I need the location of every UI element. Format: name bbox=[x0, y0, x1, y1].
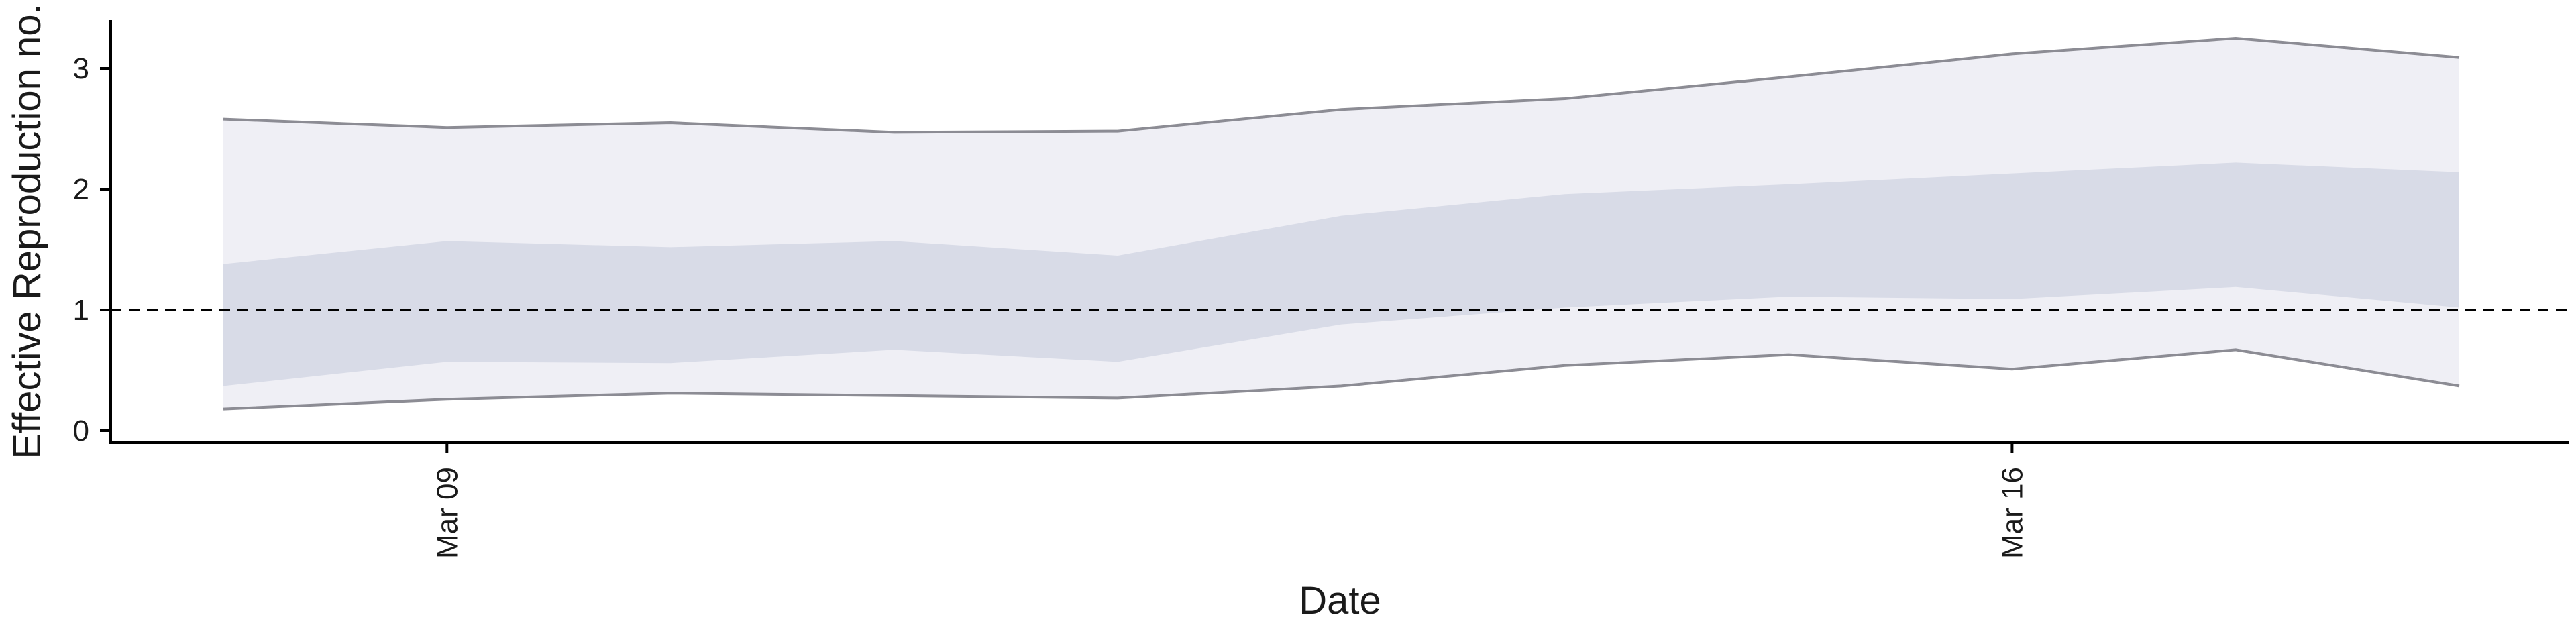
y-tick-label: 0 bbox=[73, 415, 89, 447]
y-ticks: 0 1 2 3 bbox=[73, 52, 111, 447]
y-axis-title: Effective Reproduction no. bbox=[5, 3, 49, 459]
bands-layer bbox=[223, 38, 2459, 409]
lower-bound-line bbox=[223, 348, 2460, 411]
x-ticks: Mar 09 Mar 16 bbox=[431, 443, 2029, 559]
bound-lines-layer bbox=[223, 36, 2460, 411]
y-tick-label: 2 bbox=[73, 173, 89, 206]
x-tick-label: Mar 16 bbox=[1996, 467, 2029, 559]
upper-bound-line bbox=[223, 36, 2460, 134]
inner-interval-band bbox=[223, 162, 2459, 386]
x-axis-title: Date bbox=[1299, 579, 1381, 623]
y-tick-label: 3 bbox=[73, 52, 89, 85]
x-tick-label: Mar 09 bbox=[431, 467, 464, 559]
axes bbox=[109, 20, 2569, 444]
y-tick-label: 1 bbox=[73, 294, 89, 327]
